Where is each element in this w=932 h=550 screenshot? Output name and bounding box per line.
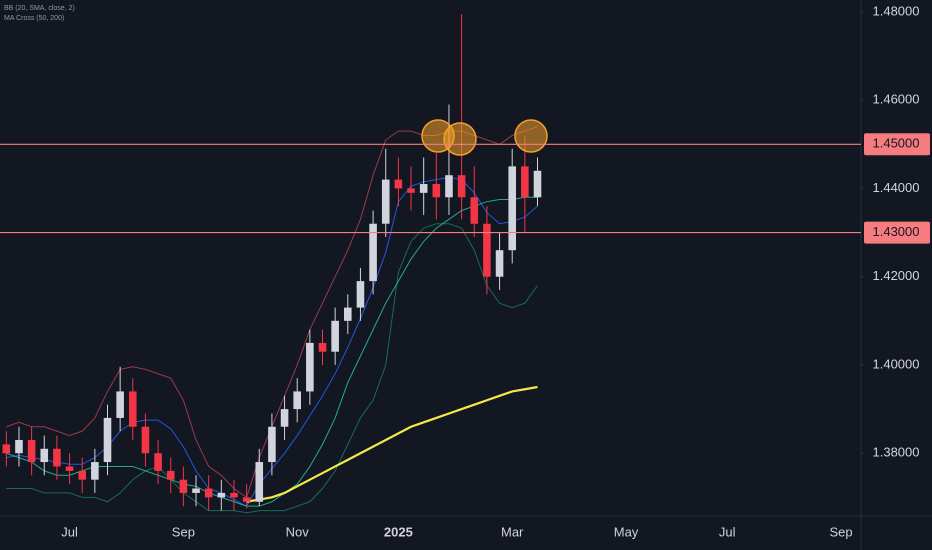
candle-body	[306, 342, 314, 392]
x-tick-label: Jul	[719, 524, 736, 539]
candle-body	[103, 417, 112, 463]
candle-body	[293, 391, 301, 410]
level-label: 1.45000	[873, 136, 920, 151]
level-label: 1.43000	[873, 224, 920, 239]
candle-body	[381, 179, 390, 224]
candle-body	[369, 223, 377, 282]
candle-body	[268, 426, 276, 463]
x-tick-label: Sep	[172, 524, 195, 539]
candle-body	[65, 466, 74, 471]
candle-body	[521, 166, 529, 198]
x-tick-label: Mar	[501, 524, 524, 539]
candle-body	[255, 462, 264, 502]
x-tick-label: Jul	[61, 524, 78, 539]
candle-body	[470, 197, 479, 224]
candle-body	[495, 250, 504, 277]
highlight-circle	[514, 119, 548, 153]
candle-body	[129, 391, 137, 427]
candle-body	[457, 175, 466, 198]
candle-body	[419, 184, 428, 193]
candle-body	[432, 184, 441, 198]
x-tick-label: May	[614, 524, 639, 539]
y-tick-label: 1.42000	[873, 268, 920, 283]
candle-body	[356, 281, 365, 308]
y-tick-label: 1.38000	[873, 445, 920, 460]
candle-body	[27, 439, 36, 463]
candle-body	[141, 426, 150, 454]
highlight-circle	[443, 122, 477, 156]
indicator-label: BB (20, SMA, close, 2)	[4, 5, 75, 12]
y-tick-label: 1.46000	[873, 92, 920, 107]
candle-body	[445, 175, 453, 198]
candle-body	[53, 448, 61, 467]
candle-body	[394, 179, 403, 189]
candle-body	[533, 170, 542, 198]
candle-body	[344, 307, 352, 321]
candle-body	[179, 479, 188, 493]
indicator-label: MA Cross (50, 200)	[4, 15, 64, 22]
candle-body	[116, 391, 124, 418]
x-tick-label: Nov	[286, 524, 310, 539]
candle-body	[318, 342, 327, 352]
candle-body	[483, 223, 491, 277]
candle-body	[15, 439, 23, 454]
candle-body	[280, 409, 289, 427]
level-label-box	[864, 221, 930, 244]
y-tick-label: 1.40000	[873, 356, 920, 371]
x-tick-label: 2025	[384, 524, 413, 539]
candle-body	[217, 492, 226, 498]
candle-body	[192, 488, 200, 493]
candle-body	[230, 492, 238, 498]
candle-body	[407, 188, 415, 193]
candle-body	[242, 497, 251, 502]
candle-body	[154, 453, 162, 471]
candle-body	[2, 444, 11, 454]
y-tick-label: 1.44000	[873, 180, 920, 195]
level-label-box	[864, 133, 930, 156]
x-tick-label: Sep	[829, 524, 852, 539]
candle-body	[204, 488, 213, 498]
candle-body	[91, 462, 99, 480]
candle-body	[166, 470, 175, 480]
candle-body	[508, 166, 516, 251]
candle-body	[40, 448, 49, 463]
indicator-line	[246, 385, 538, 503]
candle-body	[331, 320, 339, 352]
candle-body	[78, 470, 86, 480]
y-tick-label: 1.48000	[873, 3, 920, 18]
indicator-line	[6, 223, 538, 514]
